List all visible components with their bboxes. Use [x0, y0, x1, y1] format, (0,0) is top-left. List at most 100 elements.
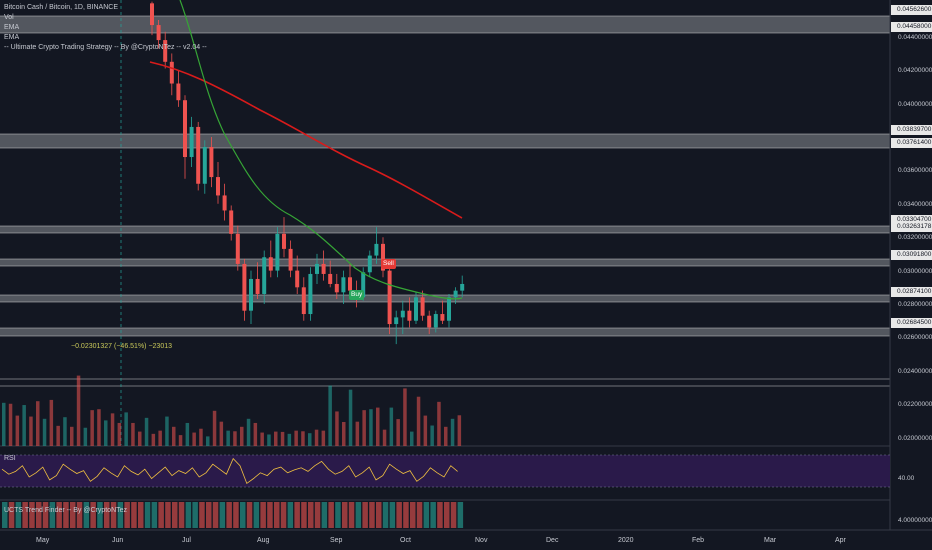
legend: Bitcoin Cash / Bitcoin, 1D, BINANCE Vol …	[4, 3, 207, 53]
candle	[169, 61, 174, 84]
sell-signal: Sell	[381, 259, 396, 269]
trend-bar	[308, 502, 314, 528]
trend-bar	[246, 502, 253, 528]
trend-bar	[2, 502, 8, 528]
trend-bar	[56, 502, 62, 528]
volume-bar	[212, 410, 217, 446]
trend-bar	[104, 502, 110, 528]
candle	[381, 243, 385, 271]
volume-bar	[348, 389, 353, 446]
volume-bar	[280, 431, 285, 446]
time-tick: Oct	[400, 537, 411, 544]
candle	[262, 257, 267, 294]
trend-bar	[199, 502, 205, 528]
rsi-line	[1, 457, 458, 485]
strategy-label[interactable]: -- Ultimate Crypto Trading Strategy -- B…	[4, 44, 207, 51]
trend-bar	[294, 502, 300, 528]
volume-bar	[42, 418, 47, 446]
candle	[420, 297, 425, 316]
volume-bars	[2, 375, 462, 446]
volume-bar	[382, 429, 387, 446]
trend-bar	[97, 502, 103, 528]
volume-bar	[49, 399, 54, 446]
trend-bar	[355, 502, 362, 528]
time-tick: Nov	[475, 537, 488, 544]
time-tick: Aug	[257, 537, 270, 544]
volume-bar	[83, 427, 88, 446]
time-tick: Mar	[764, 537, 777, 544]
volume-bar	[36, 401, 40, 446]
trend-bar	[165, 502, 171, 528]
buy-signal: Buy	[349, 290, 365, 300]
volume-bar	[165, 416, 169, 446]
zone-0326-0330	[0, 226, 890, 233]
price-tick: 0.02600000	[898, 334, 932, 342]
price-tick: 0.02800000	[898, 301, 932, 308]
trend-bar	[124, 502, 130, 528]
trend-bar	[301, 502, 307, 528]
candle	[328, 273, 333, 284]
time-tick: May	[36, 537, 50, 544]
volume-bar	[308, 433, 312, 446]
trend-finder-label[interactable]: UCTS Trend Finder -- By @CryptoNTez	[4, 507, 128, 514]
volume-bar	[403, 388, 407, 446]
ema-label-1[interactable]: EMA	[4, 24, 20, 31]
volume-bar	[219, 421, 224, 446]
volume-bar	[369, 409, 373, 446]
time-tick: Sep	[330, 537, 343, 544]
candle	[321, 263, 326, 274]
price-badge: 0.03263178	[891, 221, 932, 232]
symbol-title[interactable]: Bitcoin Cash / Bitcoin, 1D, BINANCE	[4, 4, 118, 11]
zones	[0, 16, 890, 336]
trend-bar	[226, 502, 232, 528]
volume-bar	[450, 418, 455, 446]
volume-bar	[396, 419, 400, 446]
volume-bar	[294, 430, 298, 446]
volume-bar	[362, 410, 366, 446]
candle	[150, 3, 154, 26]
ema-label-2[interactable]: EMA	[4, 34, 20, 41]
trend-bar	[117, 502, 124, 528]
volume-bar	[457, 415, 462, 446]
price-tick: 0.04000000	[898, 100, 932, 108]
trend-bar	[260, 502, 266, 528]
ema-fast-line	[179, 0, 463, 300]
trend-bar	[233, 502, 239, 528]
candle	[202, 146, 207, 184]
trend-bar	[437, 502, 443, 528]
trend-bar	[42, 502, 49, 528]
volume-bar	[138, 431, 142, 446]
trend-bar	[178, 502, 185, 528]
trend-bar	[444, 502, 450, 528]
zone-0376-0384	[0, 134, 890, 148]
price-badge: 0.04562600	[891, 4, 932, 15]
candle	[348, 277, 352, 291]
trend-bar	[172, 502, 178, 528]
volume-bar	[267, 434, 271, 446]
trend-bar	[280, 502, 287, 528]
rsi-label[interactable]: RSI	[4, 455, 16, 462]
trend-bar	[416, 502, 423, 528]
volume-bar	[444, 426, 448, 446]
vol-label[interactable]: Vol	[4, 14, 14, 21]
trend-bar	[369, 502, 375, 528]
trend-bar	[212, 502, 219, 528]
price-tick: 0.04200000	[898, 67, 932, 75]
candle	[163, 40, 168, 62]
volume-bar	[15, 415, 20, 446]
trend-bar	[70, 502, 76, 528]
volume-bar	[185, 422, 190, 446]
candle	[156, 25, 161, 41]
price-badge: 0.03761400	[891, 138, 932, 149]
price-badge: 0.03304700	[891, 214, 932, 225]
volume-bar	[226, 430, 230, 446]
trend-bar	[253, 502, 260, 528]
trend-bar	[396, 502, 402, 528]
price-tick: 0.03400000	[898, 200, 932, 208]
trend-bar	[90, 502, 96, 528]
trend-bar	[158, 502, 164, 528]
price-tick: 0.03200000	[898, 234, 932, 242]
trend-bar	[430, 502, 436, 528]
volume-bar	[110, 413, 115, 446]
